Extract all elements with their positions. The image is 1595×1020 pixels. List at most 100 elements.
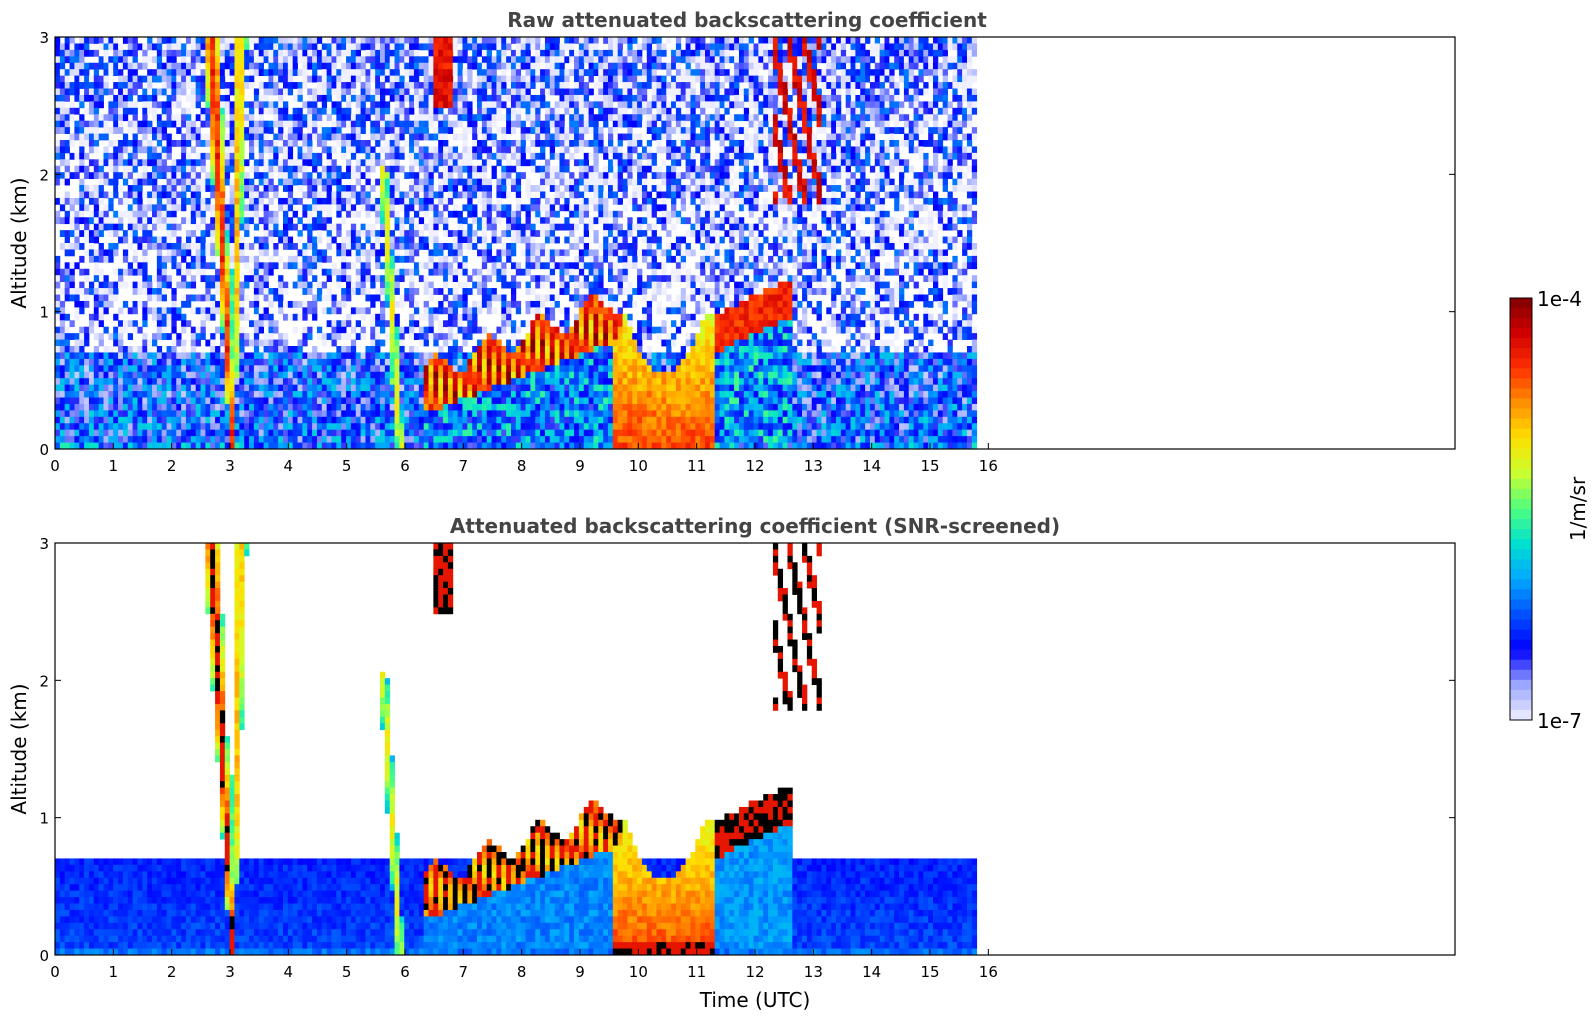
heatmap-cell — [457, 281, 463, 289]
heatmap-cell — [219, 197, 226, 205]
heatmap-cell — [428, 75, 434, 83]
heatmap-cell — [447, 120, 454, 128]
heatmap-cell — [195, 262, 201, 270]
heatmap-cell — [244, 384, 250, 392]
heatmap-cell — [477, 442, 483, 450]
heatmap-cell — [418, 152, 425, 160]
heatmap-cell — [181, 442, 187, 450]
heatmap-cell — [409, 326, 415, 334]
heatmap-cell — [200, 275, 206, 283]
heatmap-cell — [181, 204, 187, 212]
heatmap-cell — [506, 339, 512, 347]
heatmap-cell — [219, 423, 226, 431]
heatmap-cell — [481, 423, 488, 431]
heatmap-cell — [137, 416, 143, 424]
heatmap-cell — [297, 165, 303, 173]
heatmap-cell — [229, 313, 235, 321]
heatmap-cell — [118, 281, 124, 289]
heatmap-cell — [249, 146, 255, 154]
heatmap-cell — [93, 262, 100, 270]
heatmap-cell — [375, 243, 381, 250]
heatmap-cell — [457, 262, 463, 270]
heatmap-cell — [229, 326, 235, 334]
heatmap-cell — [239, 223, 245, 231]
heatmap-cell — [161, 313, 167, 321]
heatmap-cell — [278, 371, 284, 379]
heatmap-cell — [181, 120, 187, 128]
heatmap-cell — [341, 288, 347, 295]
heatmap-cell — [88, 352, 95, 360]
heatmap-cell — [394, 165, 400, 173]
heatmap-cell — [239, 127, 245, 134]
heatmap-cell — [234, 416, 240, 424]
heatmap-cell — [108, 423, 114, 431]
heatmap-cell — [399, 346, 405, 353]
heatmap-cell — [375, 249, 381, 257]
heatmap-cell — [171, 56, 177, 64]
heatmap-cell — [287, 140, 294, 147]
heatmap-cell — [108, 94, 114, 102]
heatmap-cell — [316, 107, 323, 115]
heatmap-cell — [108, 410, 114, 418]
heatmap-cell — [74, 262, 80, 270]
heatmap-cell — [69, 288, 75, 295]
heatmap-cell — [55, 416, 61, 424]
heatmap-cell — [312, 416, 318, 424]
heatmap-cell — [263, 281, 269, 289]
heatmap-cell — [312, 313, 318, 321]
heatmap-cell — [399, 397, 405, 405]
heatmap-cell — [64, 88, 70, 96]
heatmap-cell — [365, 275, 371, 283]
heatmap-cell — [176, 165, 182, 173]
heatmap-cell — [161, 384, 167, 392]
heatmap-cell — [380, 249, 386, 257]
heatmap-cell — [312, 69, 318, 77]
heatmap-cell — [501, 249, 507, 257]
heatmap-cell — [491, 371, 497, 379]
heatmap-cell — [152, 165, 158, 173]
heatmap-cell — [472, 358, 478, 366]
heatmap-cell — [409, 423, 415, 431]
heatmap-cell — [331, 159, 337, 167]
heatmap-cell — [307, 191, 313, 199]
heatmap-cell — [229, 217, 235, 225]
heatmap-cell — [93, 204, 100, 212]
heatmap-cell — [79, 49, 85, 57]
heatmap-cell — [496, 275, 502, 283]
heatmap-cell — [346, 281, 352, 289]
heatmap-cell — [210, 281, 216, 289]
heatmap-cell — [103, 172, 109, 180]
heatmap-cell — [108, 378, 114, 386]
heatmap-cell — [156, 313, 163, 321]
heatmap-cell — [307, 326, 313, 334]
heatmap-cell — [249, 429, 255, 437]
heatmap-cell — [74, 230, 80, 237]
heatmap-cell — [409, 197, 415, 205]
heatmap-cell — [88, 326, 95, 334]
heatmap-cell — [316, 152, 323, 160]
heatmap-cell — [404, 410, 410, 418]
heatmap-cell — [282, 133, 289, 141]
heatmap-cell — [249, 101, 255, 109]
heatmap-cell — [506, 88, 512, 96]
heatmap-cell — [438, 37, 444, 44]
heatmap-cell — [457, 320, 463, 328]
heatmap-cell — [418, 120, 425, 128]
heatmap-cell — [278, 300, 284, 308]
heatmap-cell — [244, 371, 250, 379]
heatmap-cell — [481, 371, 488, 379]
heatmap-cell — [224, 249, 231, 257]
heatmap-cell — [205, 107, 211, 115]
heatmap-cell — [501, 127, 507, 134]
heatmap-cell — [287, 69, 294, 77]
heatmap-cell — [370, 397, 376, 405]
heatmap-cell — [195, 371, 201, 379]
heatmap-cell — [457, 236, 463, 244]
heatmap-cell — [268, 37, 274, 44]
heatmap-cell — [326, 275, 332, 283]
heatmap-cell — [355, 210, 361, 218]
heatmap-cell — [297, 352, 303, 360]
heatmap-cell — [224, 43, 231, 51]
heatmap-cell — [321, 442, 328, 450]
heatmap-cell — [234, 133, 240, 141]
